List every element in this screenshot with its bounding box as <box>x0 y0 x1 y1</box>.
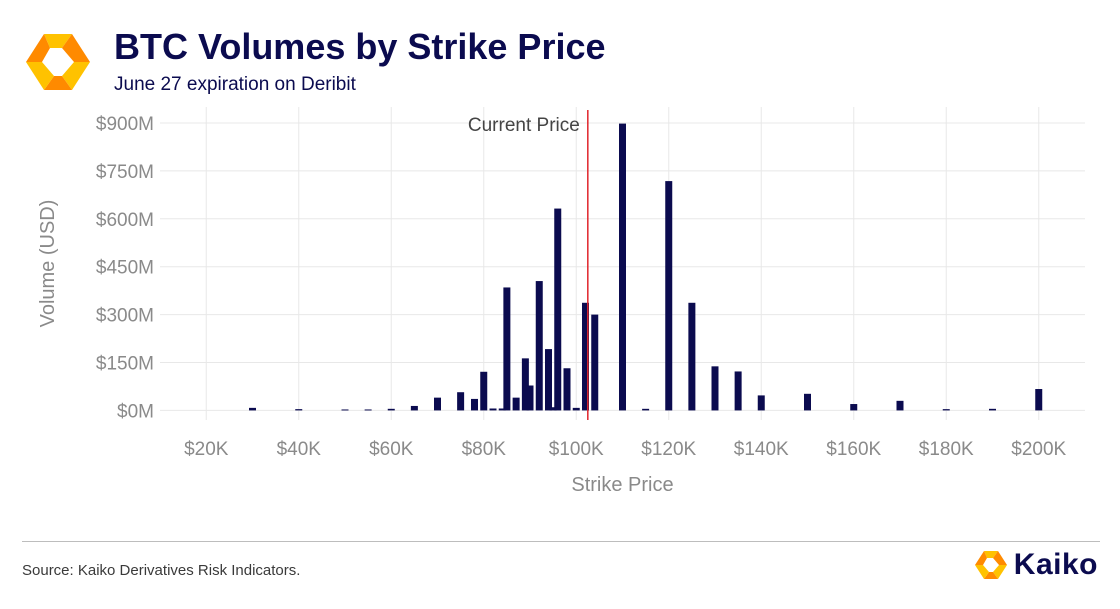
current-price-label: Current Price <box>468 115 580 136</box>
bar <box>572 407 580 411</box>
bar <box>410 405 418 411</box>
y-tick-label: $0M <box>117 401 154 422</box>
y-tick-label: $600M <box>96 210 154 231</box>
bar <box>489 408 497 411</box>
bar <box>521 358 529 411</box>
bar <box>341 409 349 411</box>
x-axis-title: Strike Price <box>571 474 673 496</box>
y-tick-label: $900M <box>96 114 154 135</box>
x-tick-label: $20K <box>184 439 229 460</box>
x-tick-label: $120K <box>641 439 696 460</box>
kaiko-logo-icon <box>26 34 90 90</box>
x-tick-label: $60K <box>369 439 414 460</box>
bar <box>457 392 465 411</box>
bar <box>734 371 742 411</box>
bar <box>1035 389 1043 411</box>
bar <box>364 409 372 411</box>
bar <box>688 302 696 411</box>
x-tick-label: $200K <box>1011 439 1066 460</box>
bar <box>387 408 395 411</box>
kaiko-small-logo-icon <box>974 551 1007 579</box>
y-tick-label: $150M <box>96 354 154 375</box>
bar <box>503 287 511 411</box>
y-tick-label: $300M <box>96 306 154 327</box>
brand-name: Kaiko <box>1013 548 1098 581</box>
bar <box>545 349 552 411</box>
chart-subtitle: June 27 expiration on Deribit <box>114 74 356 95</box>
y-axis-title: Volume (USD) <box>37 200 59 328</box>
bar <box>619 123 626 411</box>
bar <box>896 400 904 411</box>
bar <box>471 398 478 411</box>
bar <box>850 404 858 411</box>
bar <box>757 395 765 411</box>
bar <box>804 393 811 411</box>
bar <box>665 181 673 411</box>
bar <box>480 371 488 411</box>
brand-logo: Kaiko <box>974 548 1098 582</box>
bar <box>526 385 534 411</box>
x-tick-label: $40K <box>277 439 322 460</box>
bar <box>549 407 557 411</box>
bar <box>942 409 950 411</box>
bar <box>512 397 520 411</box>
bar <box>535 281 543 411</box>
y-tick-label: $750M <box>96 162 154 183</box>
bar <box>434 397 441 411</box>
y-tick-label: $450M <box>96 258 154 279</box>
bar <box>498 408 506 411</box>
chart-title: BTC Volumes by Strike Price <box>114 26 606 67</box>
bar <box>711 366 719 411</box>
x-tick-label: $100K <box>549 439 604 460</box>
bar-chart: Current Price $0M $150M $300M $450M $600M $750… <box>37 107 1085 496</box>
x-tick-label: $140K <box>734 439 789 460</box>
source-note: Source: Kaiko Derivatives Risk Indicator… <box>22 562 301 579</box>
bar <box>249 407 256 411</box>
x-tick-label: $180K <box>919 439 974 460</box>
bar <box>582 302 589 411</box>
footer-divider <box>22 541 1100 542</box>
bar <box>563 368 571 411</box>
bar <box>295 409 303 411</box>
bar <box>554 208 562 411</box>
bar <box>642 408 650 411</box>
bar <box>591 314 599 411</box>
bar <box>989 408 996 411</box>
x-tick-label: $80K <box>462 439 507 460</box>
x-tick-label: $160K <box>826 439 881 460</box>
